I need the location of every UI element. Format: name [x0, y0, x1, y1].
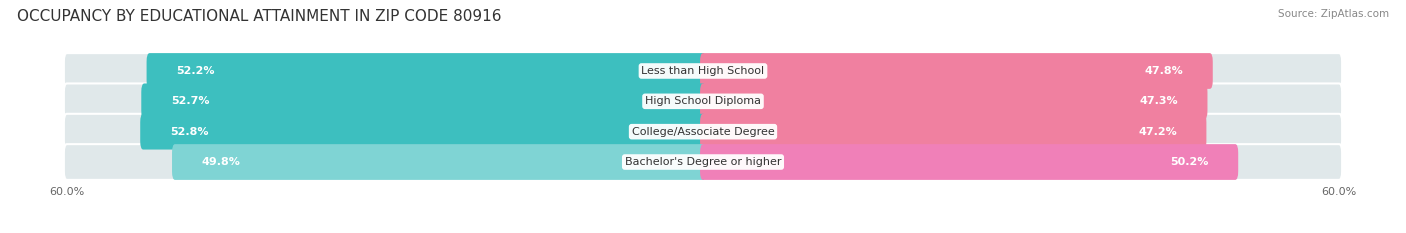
FancyBboxPatch shape	[63, 114, 1343, 150]
FancyBboxPatch shape	[141, 83, 706, 119]
Text: OCCUPANCY BY EDUCATIONAL ATTAINMENT IN ZIP CODE 80916: OCCUPANCY BY EDUCATIONAL ATTAINMENT IN Z…	[17, 9, 502, 24]
FancyBboxPatch shape	[67, 92, 703, 111]
Text: 52.7%: 52.7%	[170, 96, 209, 106]
Text: 52.8%: 52.8%	[170, 127, 208, 137]
Text: 50.2%: 50.2%	[1170, 157, 1209, 167]
FancyBboxPatch shape	[700, 83, 1208, 119]
FancyBboxPatch shape	[63, 53, 1343, 89]
FancyBboxPatch shape	[700, 144, 1239, 180]
Text: 47.8%: 47.8%	[1144, 66, 1184, 76]
FancyBboxPatch shape	[67, 122, 703, 141]
FancyBboxPatch shape	[703, 122, 1339, 141]
Text: Less than High School: Less than High School	[641, 66, 765, 76]
FancyBboxPatch shape	[146, 53, 706, 89]
FancyBboxPatch shape	[63, 83, 1343, 119]
FancyBboxPatch shape	[700, 53, 1213, 89]
FancyBboxPatch shape	[141, 114, 706, 150]
FancyBboxPatch shape	[67, 62, 703, 80]
FancyBboxPatch shape	[703, 153, 1339, 171]
Text: 47.3%: 47.3%	[1139, 96, 1178, 106]
FancyBboxPatch shape	[703, 62, 1339, 80]
FancyBboxPatch shape	[703, 92, 1339, 111]
Text: Bachelor's Degree or higher: Bachelor's Degree or higher	[624, 157, 782, 167]
FancyBboxPatch shape	[700, 114, 1206, 150]
Text: 49.8%: 49.8%	[201, 157, 240, 167]
FancyBboxPatch shape	[63, 144, 1343, 180]
Text: College/Associate Degree: College/Associate Degree	[631, 127, 775, 137]
Text: 52.2%: 52.2%	[176, 66, 215, 76]
Text: Source: ZipAtlas.com: Source: ZipAtlas.com	[1278, 9, 1389, 19]
Text: 47.2%: 47.2%	[1139, 127, 1177, 137]
Text: High School Diploma: High School Diploma	[645, 96, 761, 106]
FancyBboxPatch shape	[172, 144, 706, 180]
FancyBboxPatch shape	[67, 153, 703, 171]
